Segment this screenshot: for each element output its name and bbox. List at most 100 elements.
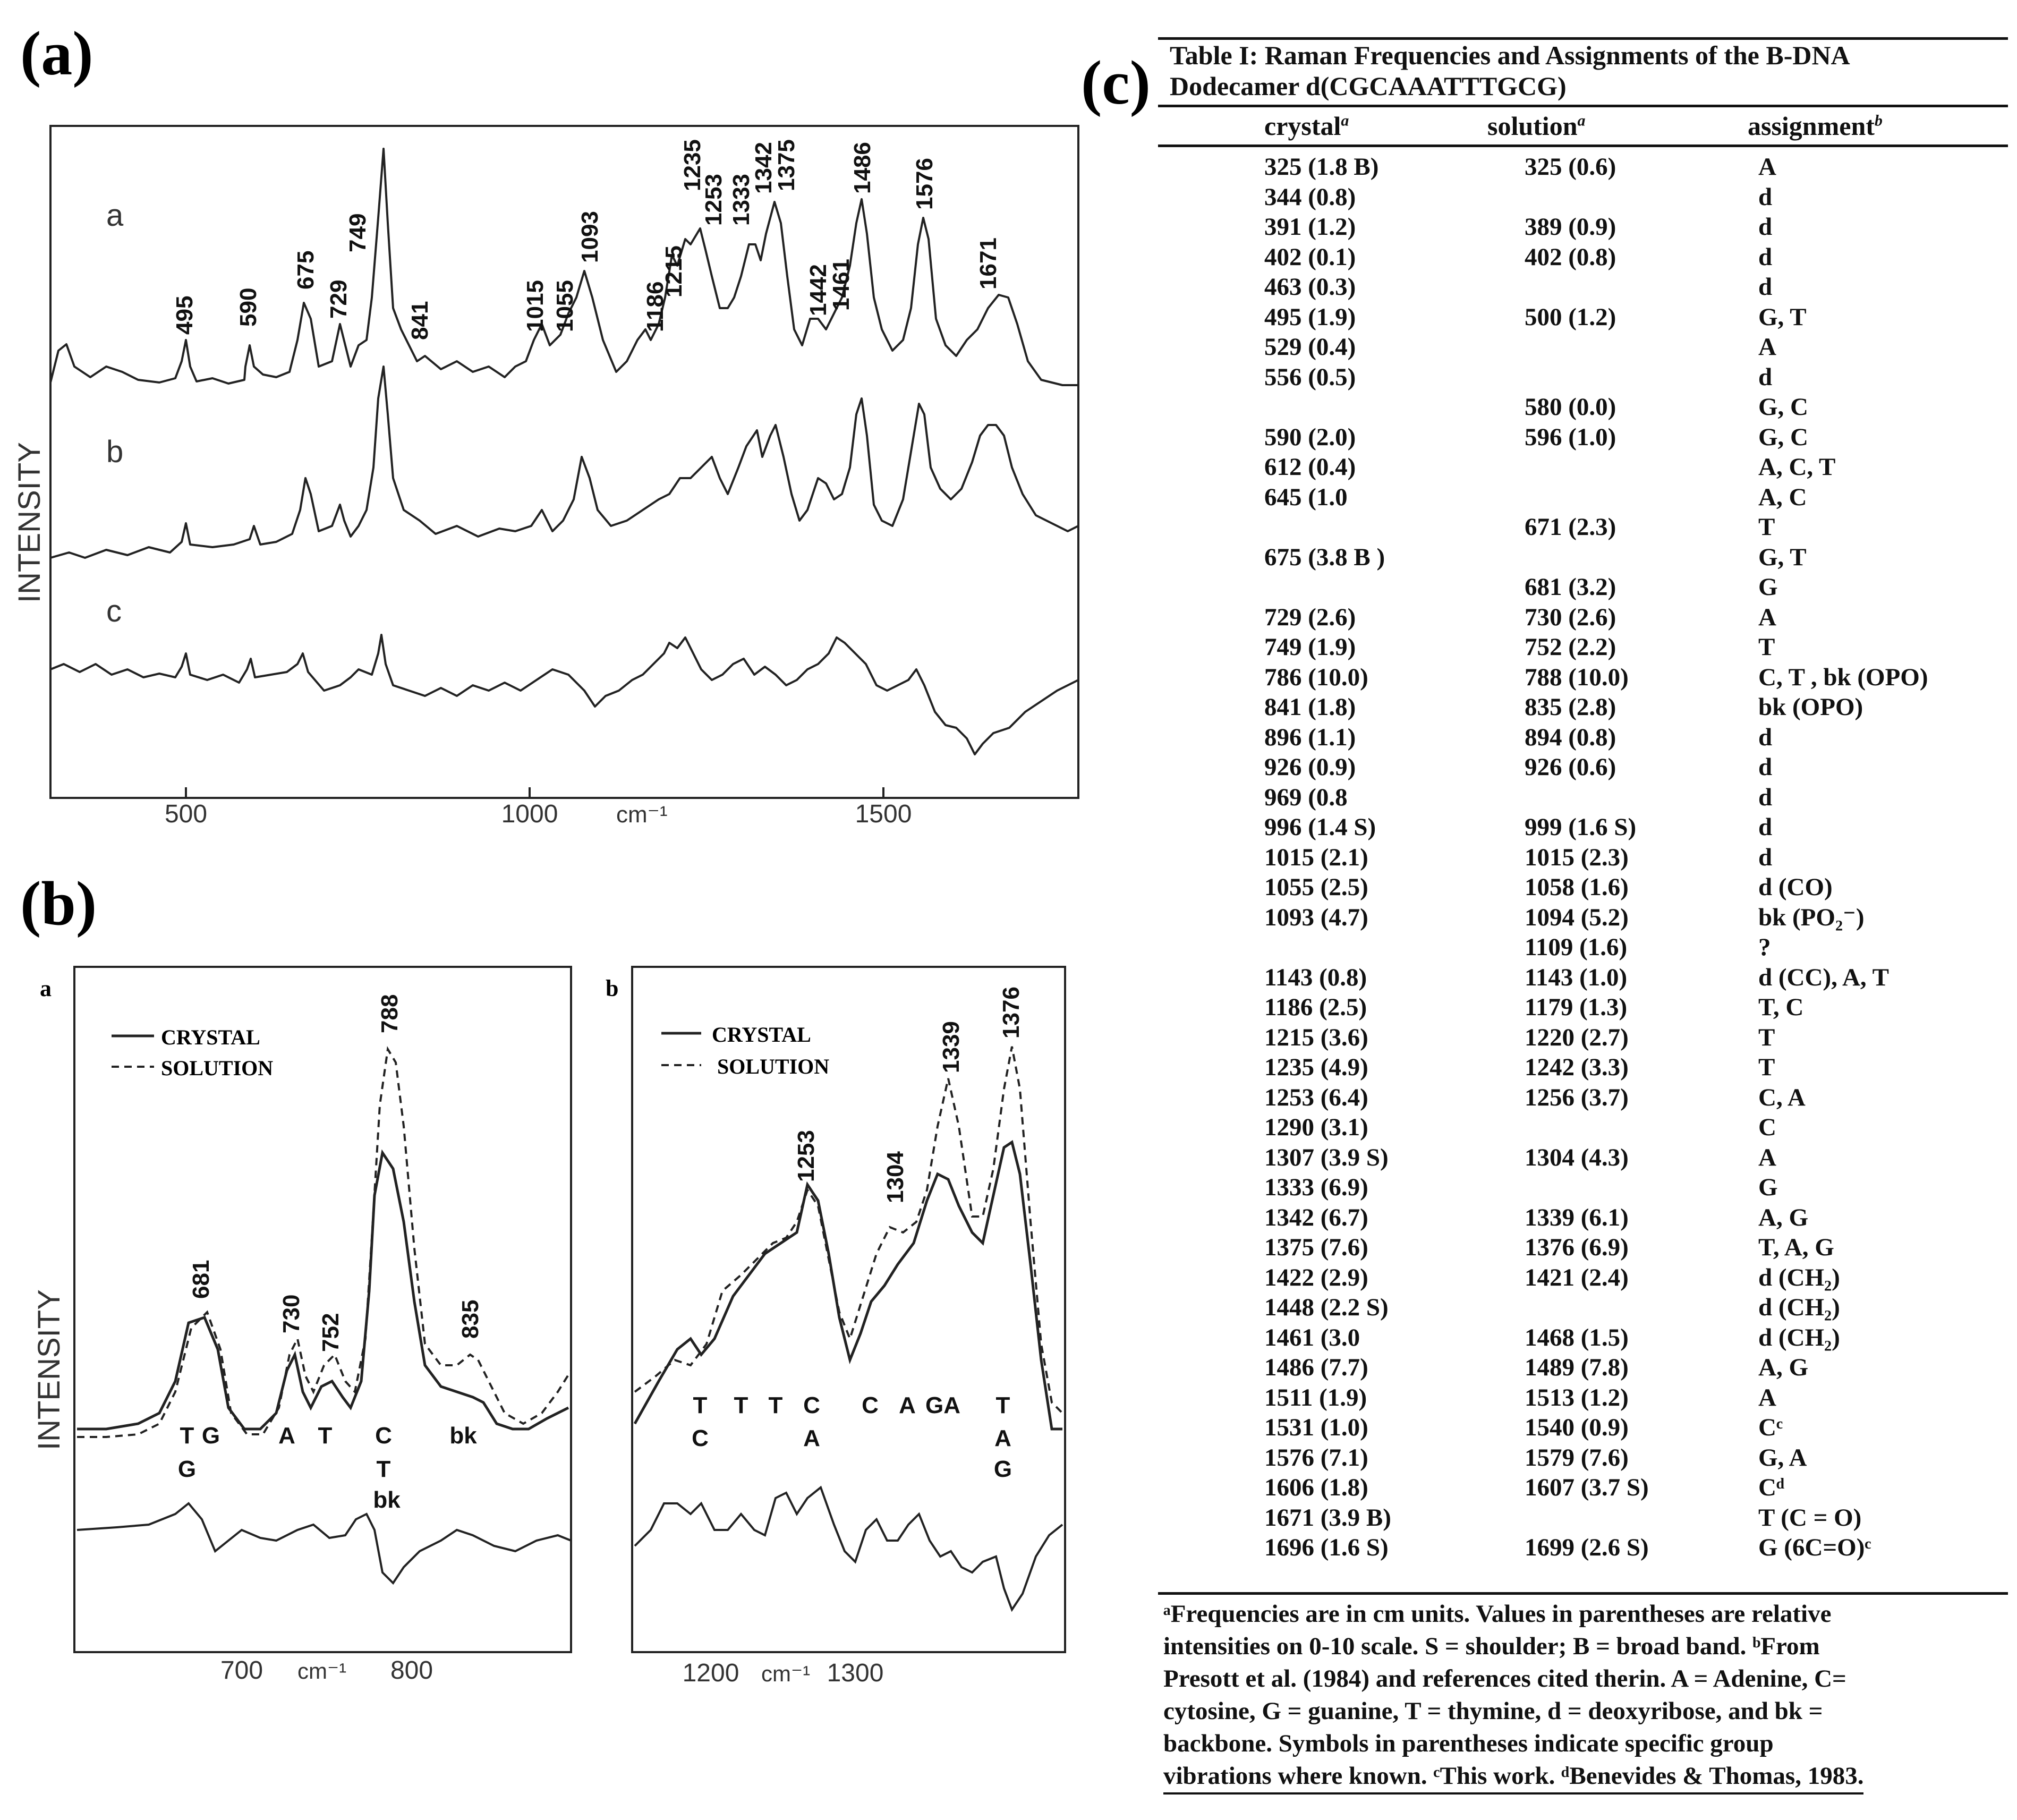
cell-assignment: d xyxy=(1758,753,1773,781)
cell-solution: 1015 (2.3) xyxy=(1525,843,1629,871)
xunit-label: cm⁻¹ xyxy=(761,1661,810,1686)
cell-assignment: ? xyxy=(1758,933,1771,961)
peak-label: 1375 xyxy=(773,139,799,191)
cell-solution xyxy=(1477,783,1710,812)
assignment-label: A xyxy=(803,1425,820,1451)
assignment-label: A xyxy=(994,1425,1011,1451)
peak-label: 841 xyxy=(407,301,433,340)
crystal-spectrum xyxy=(633,1139,1062,1431)
table-row: 1186 (2.5) 1179 (1.3) T, C xyxy=(1158,993,2008,1022)
table-row: 1576 (7.1) 1579 (7.6) G, A xyxy=(1158,1443,2008,1472)
cell-solution: 1699 (2.6 S) xyxy=(1525,1534,1649,1561)
table-row: 671 (2.3) T xyxy=(1158,513,2008,541)
cell-assignment: G, T xyxy=(1758,303,1807,331)
cell-crystal: 495 (1.9) xyxy=(1264,303,1356,331)
assignment-label: A xyxy=(278,1423,295,1449)
panel-label-a: (a) xyxy=(20,19,93,88)
peak-label: 788 xyxy=(377,994,403,1033)
table-row: 1015 (2.1) 1015 (2.3) d xyxy=(1158,843,2008,872)
xtick-label: 1000 xyxy=(501,800,558,828)
trace-label-b: b xyxy=(106,435,123,469)
cell-solution: 500 (1.2) xyxy=(1525,303,1616,331)
table-row: 580 (0.0) G, C xyxy=(1158,393,2008,421)
peak-label: 1093 xyxy=(577,211,603,263)
cell-assignment: bk (PO₂⁻) xyxy=(1758,903,1865,931)
table-row: 786 (10.0) 788 (10.0) C, T , bk (OPO) xyxy=(1158,663,2008,692)
cell-solution: 1304 (4.3) xyxy=(1525,1143,1629,1171)
cell-solution: 389 (0.9) xyxy=(1525,213,1616,241)
cell-crystal: 1015 (2.1) xyxy=(1264,843,1368,871)
table-row: 495 (1.9) 500 (1.2) G, T xyxy=(1158,303,2008,331)
assignment-label: bk xyxy=(449,1423,477,1449)
table-row: 1461 (3.0 1468 (1.5) d (CH₂) xyxy=(1158,1323,2008,1352)
footnote-line: cytosine, G = guanine, T = thymine, d = … xyxy=(1163,1697,1823,1725)
panel-a: INTENSITY a b c 500 1000 1500 cm⁻¹ 495 5… xyxy=(12,125,1079,828)
cell-assignment: T, C xyxy=(1758,993,1804,1021)
cell-crystal xyxy=(1158,513,1477,541)
table-row: 556 (0.5) d xyxy=(1158,363,2008,392)
cell-solution: 1058 (1.6) xyxy=(1525,873,1629,901)
table-row: 1055 (2.5) 1058 (1.6) d (CO) xyxy=(1158,873,2008,902)
cell-solution: 1179 (1.3) xyxy=(1525,993,1628,1021)
cell-assignment: T xyxy=(1758,633,1775,661)
cell-solution xyxy=(1477,273,1710,301)
header-crystal-mark: a xyxy=(1341,112,1349,130)
cell-crystal xyxy=(1158,573,1477,601)
table-row: 529 (0.4) A xyxy=(1158,333,2008,361)
difference-spectrum xyxy=(634,1485,1063,1612)
footnote-line: ᵃFrequencies are in cm units. Values in … xyxy=(1163,1600,1832,1628)
table-body: 325 (1.8 B) 325 (0.6) A 344 (0.8) d 391 (1.2)… xyxy=(1158,147,2008,1592)
cell-crystal: 1235 (4.9) xyxy=(1264,1053,1368,1081)
cell-crystal: 996 (1.4 S) xyxy=(1264,813,1376,841)
legend-crystal: CRYSTAL xyxy=(712,1023,811,1047)
cell-assignment: A, C xyxy=(1758,483,1807,511)
cell-assignment: d xyxy=(1758,183,1773,211)
xtick-label: 1500 xyxy=(855,800,912,828)
cell-solution: 671 (2.3) xyxy=(1525,513,1616,541)
cell-assignment: d (CH₂) xyxy=(1758,1294,1840,1321)
cell-assignment: G, A xyxy=(1758,1443,1807,1472)
cell-crystal: 675 (3.8 B ) xyxy=(1264,543,1385,571)
cell-solution: 580 (0.0) xyxy=(1525,393,1616,421)
peak-label: 1342 xyxy=(751,142,777,194)
cell-assignment: T (C = O) xyxy=(1758,1503,1862,1532)
table-row: 749 (1.9) 752 (2.2) T xyxy=(1158,633,2008,661)
cell-crystal: 1422 (2.9) xyxy=(1264,1263,1368,1291)
cell-solution: 926 (0.6) xyxy=(1525,753,1616,781)
xtick-label: 800 xyxy=(390,1656,433,1685)
assignment-label: C xyxy=(375,1423,392,1449)
assignment-label: G xyxy=(178,1456,196,1482)
panel-a-frame xyxy=(49,125,1079,799)
cell-solution: 1421 (2.4) xyxy=(1525,1263,1629,1291)
cell-assignment: A, C, T xyxy=(1758,453,1836,481)
table-row: 1696 (1.6 S) 1699 (2.6 S) G (6C=O)ᶜ xyxy=(1158,1533,2008,1562)
cell-crystal: 529 (0.4) xyxy=(1264,333,1356,361)
cell-solution xyxy=(1477,1503,1710,1532)
cell-assignment: d (CH₂) xyxy=(1758,1323,1840,1351)
footnote-line: Presott et al. (1984) and references cit… xyxy=(1163,1665,1846,1693)
header-assignment-text: assignment xyxy=(1748,111,1875,141)
panel-label-c: (c) xyxy=(1081,48,1151,117)
assignment-label: G xyxy=(994,1456,1012,1482)
xunit-label: cm⁻¹ xyxy=(616,802,668,828)
cell-assignment: bk (OPO) xyxy=(1758,693,1863,721)
cell-solution: 681 (3.2) xyxy=(1525,573,1616,601)
raman-table: Table I: Raman Frequencies and Assignmen… xyxy=(1158,37,2008,1795)
cell-crystal: 1253 (6.4) xyxy=(1264,1083,1368,1111)
caption-line-2: Dodecamer d(CGCAAATTTGCG) xyxy=(1170,71,1567,101)
cell-solution: 894 (0.8) xyxy=(1525,723,1616,751)
peak-label: 1235 xyxy=(679,139,705,191)
peak-label: 1576 xyxy=(912,158,938,210)
peak-label: 681 xyxy=(188,1260,214,1299)
legend-solution: SOLUTION xyxy=(161,1056,273,1080)
table-row: 681 (3.2) G xyxy=(1158,573,2008,601)
table-row: 1486 (7.7) 1489 (7.8) A, G xyxy=(1158,1353,2008,1382)
table-header-rule xyxy=(1158,105,2008,107)
panel-a-ylabel: INTENSITY xyxy=(12,442,47,603)
peak-label: 729 xyxy=(326,280,352,319)
cell-solution: 402 (0.8) xyxy=(1525,243,1616,271)
spectrum-trace-c xyxy=(50,634,1079,755)
peak-label: 1253 xyxy=(793,1130,819,1182)
cell-crystal: 729 (2.6) xyxy=(1264,603,1356,631)
cell-solution xyxy=(1477,1113,1710,1142)
